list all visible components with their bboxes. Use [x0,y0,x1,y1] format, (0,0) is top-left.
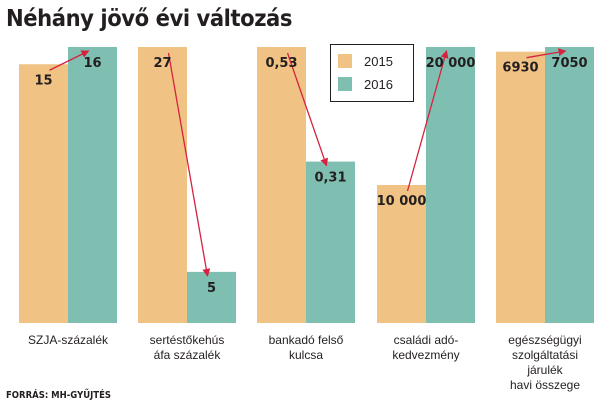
change-arrow-bankadó-felső-kulcsa [286,52,328,167]
legend-label-2015: 2015 [364,53,393,69]
bar-2016-szja-százalék [68,47,117,323]
source-note: FORRÁS: MH-GYŰJTÉS [6,390,112,401]
bar-2016-sertéstőkehús-áfa-százalék [187,271,236,323]
value-label-2016-bankadó-felső-kulcsa: 0,31 [314,171,346,186]
bar-2015-egészségügyi-szolgáltatási-járulék-havi-összege [496,51,545,323]
legend: 2015 2016 [330,44,414,102]
value-label-2016-sertéstőkehús-áfa-százalék: 5 [207,281,216,296]
chart-title: Néhány jövő évi változás [6,6,293,32]
category-label-szja-százalék: SZJA-százalék [28,333,109,347]
value-label-2015-bankadó-felső-kulcsa: 0,53 [265,56,297,71]
value-label-2015-szja-százalék: 15 [34,73,52,88]
legend-item-2015: 2015 [338,53,393,69]
change-arrow-egészségügyi-szolgáltatási-járulék-havi-összege [526,48,567,59]
category-label-családi-adó-kedvezmény: családi adó-kedvezmény [392,333,459,362]
value-label-2016-családi-adó-kedvezmény: 20 000 [426,56,476,71]
bar-2015-családi-adó-kedvezmény [377,185,426,323]
bar-2016-egészségügyi-szolgáltatási-járulék-havi-összege [545,47,594,323]
bar-2015-bankadó-felső-kulcsa [257,47,306,323]
value-label-2015-családi-adó-kedvezmény: 10 000 [377,194,427,209]
value-label-2016-egészségügyi-szolgáltatási-járulék-havi-összege: 7050 [551,56,587,71]
legend-swatch-2015 [338,54,352,68]
category-label-egészségügyi-szolgáltatási-járulék-havi-összege: egészségügyi szolgáltatási járulék havi öss… [508,333,581,392]
legend-swatch-2016 [338,77,352,91]
bar-2015-szja-százalék [19,64,68,323]
change-arrow-sertéstőkehús-áfa-százalék [167,52,211,277]
category-label-bankadó-felső-kulcsa: bankadó felső kulcsa [269,333,344,362]
legend-label-2016: 2016 [364,76,393,92]
value-label-2015-sertéstőkehús-áfa-százalék: 27 [153,56,171,71]
category-label-sertéstőkehús-áfa-százalék: sertéstőkehús áfa százalék [150,333,225,362]
bar-2015-sertéstőkehús-áfa-százalék [138,47,187,323]
bar-2016-családi-adó-kedvezmény [426,47,475,323]
change-arrow-családi-adó-kedvezmény [406,50,449,192]
value-label-2016-szja-százalék: 16 [83,56,101,71]
legend-item-2016: 2016 [338,76,393,92]
change-arrow-szja-százalék [49,50,90,71]
bar-2016-bankadó-felső-kulcsa [306,161,355,323]
value-label-2015-egészségügyi-szolgáltatási-járulék-havi-összege: 6930 [502,61,538,76]
